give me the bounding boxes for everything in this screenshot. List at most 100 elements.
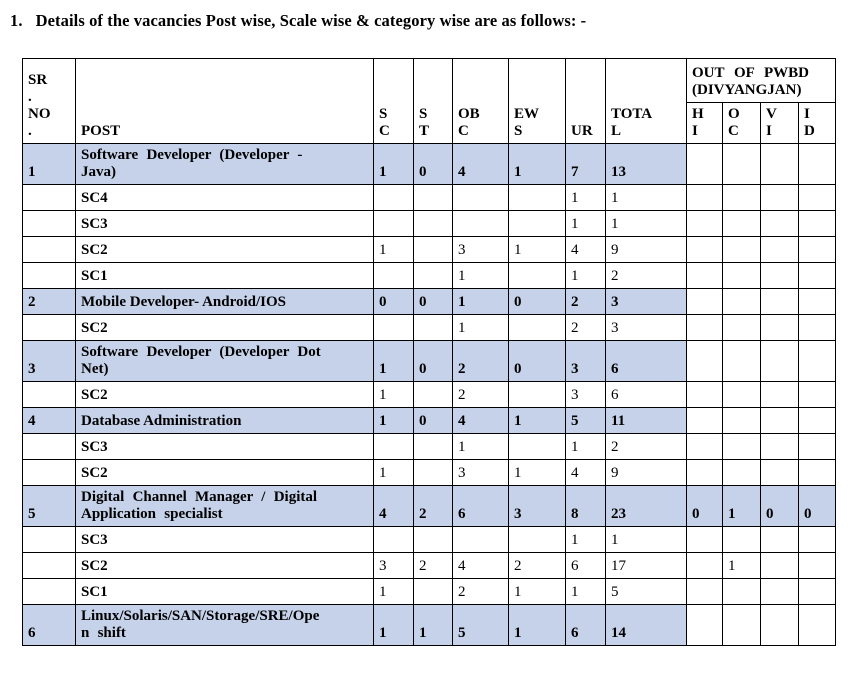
ur-cell: 1 <box>565 184 606 211</box>
sr-cell <box>22 236 76 263</box>
post-cell: Mobile Developer- Android/IOS <box>75 288 374 315</box>
post-cell: SC2 <box>75 459 374 486</box>
vi-cell <box>760 381 799 408</box>
sr-cell <box>22 184 76 211</box>
sc-cell: 1 <box>373 604 414 646</box>
sr-cell <box>22 526 76 553</box>
sr-cell <box>22 262 76 289</box>
vi-cell <box>760 526 799 553</box>
id-cell <box>797 433 837 460</box>
total-cell: 9 <box>605 236 687 263</box>
sc-cell: 1 <box>373 236 414 263</box>
oc-cell <box>722 262 761 289</box>
obc-cell <box>452 184 509 211</box>
obc-cell: 3 <box>452 236 509 263</box>
post-cell: SC4 <box>75 184 374 211</box>
st-cell <box>413 210 453 237</box>
ews-cell: 2 <box>508 552 566 579</box>
sr-cell: 4 <box>22 407 76 434</box>
st-cell <box>413 526 453 553</box>
table-row: SC2 1 2 3 6 <box>22 381 837 408</box>
ur-cell: 5 <box>565 407 606 434</box>
post-cell: Digital Channel Manager / Digital Applic… <box>75 485 374 527</box>
vi-cell <box>760 340 799 382</box>
id-cell <box>797 381 837 408</box>
header-post: POST <box>75 58 374 144</box>
obc-cell: 4 <box>452 407 509 434</box>
table-row: SC1 1 1 2 <box>22 262 837 289</box>
sc-cell <box>373 210 414 237</box>
obc-cell: 4 <box>452 143 509 185</box>
st-cell <box>413 262 453 289</box>
table-row: SC2 1 3 1 4 9 <box>22 236 837 263</box>
table-row: SC2 1 3 1 4 9 <box>22 459 837 486</box>
vi-cell <box>760 552 799 579</box>
ur-cell: 6 <box>565 552 606 579</box>
oc-cell <box>722 433 761 460</box>
total-cell: 1 <box>605 184 687 211</box>
oc-cell <box>722 184 761 211</box>
post-cell: Software Developer (Developer Dot Net) <box>75 340 374 382</box>
oc-cell <box>722 314 761 341</box>
hi-cell <box>686 459 723 486</box>
vi-cell <box>760 262 799 289</box>
obc-cell: 5 <box>452 604 509 646</box>
st-cell: 0 <box>413 288 453 315</box>
table-row: SC2 3 2 4 2 6 17 1 <box>22 552 837 579</box>
oc-cell <box>722 526 761 553</box>
ews-cell: 1 <box>508 236 566 263</box>
ews-cell: 3 <box>508 485 566 527</box>
ur-cell: 1 <box>565 210 606 237</box>
sc-cell: 1 <box>373 578 414 605</box>
sr-cell <box>22 381 76 408</box>
obc-cell: 4 <box>452 552 509 579</box>
total-cell: 2 <box>605 262 687 289</box>
ews-cell <box>508 314 566 341</box>
ur-cell: 8 <box>565 485 606 527</box>
vi-cell <box>760 236 799 263</box>
post-cell: SC3 <box>75 526 374 553</box>
hi-cell <box>686 526 723 553</box>
sr-cell <box>22 552 76 579</box>
id-cell <box>797 340 837 382</box>
oc-cell <box>722 288 761 315</box>
sc-cell: 1 <box>373 459 414 486</box>
sc-cell: 1 <box>373 381 414 408</box>
header-row-2: H I O C V I I D <box>23 102 837 144</box>
ews-cell <box>508 381 566 408</box>
table-row: SC3 1 1 <box>22 526 837 553</box>
ur-cell: 6 <box>565 604 606 646</box>
st-cell: 2 <box>413 552 453 579</box>
sc-cell: 0 <box>373 288 414 315</box>
section-title: 1. Details of the vacancies Post wise, S… <box>0 0 866 31</box>
total-cell: 1 <box>605 526 687 553</box>
hi-cell <box>686 143 723 185</box>
table-row: SC4 1 1 <box>22 184 837 211</box>
hi-cell <box>686 314 723 341</box>
ur-cell: 7 <box>565 143 606 185</box>
vi-cell <box>760 143 799 185</box>
ews-cell: 1 <box>508 459 566 486</box>
header-total: TOTA L <box>605 58 687 144</box>
st-cell <box>413 381 453 408</box>
ews-cell: 1 <box>508 604 566 646</box>
id-cell <box>797 526 837 553</box>
table-row: SC3 1 1 2 <box>22 433 837 460</box>
sc-cell <box>373 262 414 289</box>
post-cell: SC2 <box>75 381 374 408</box>
vi-cell <box>760 433 799 460</box>
oc-cell <box>722 459 761 486</box>
table-row: 6 Linux/Solaris/SAN/Storage/SRE/Ope n shi… <box>22 604 837 646</box>
ews-cell <box>508 433 566 460</box>
header-vi: V I <box>760 102 799 144</box>
sr-cell: 5 <box>22 485 76 527</box>
header-oc: O C <box>722 102 761 144</box>
sr-cell: 6 <box>22 604 76 646</box>
table-body: 1 Software Developer (Developer - Java) 1 0… <box>22 143 837 646</box>
sc-cell: 4 <box>373 485 414 527</box>
total-cell: 1 <box>605 210 687 237</box>
sc-cell <box>373 526 414 553</box>
vi-cell <box>760 407 799 434</box>
st-cell: 0 <box>413 340 453 382</box>
hi-cell <box>686 184 723 211</box>
